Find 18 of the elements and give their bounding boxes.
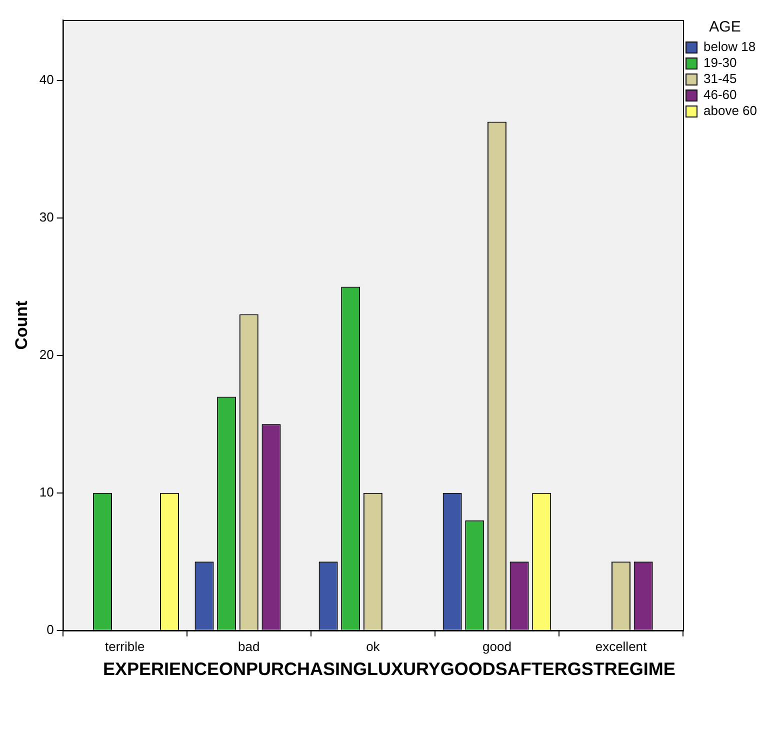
x-tick-label: ok [366, 638, 380, 654]
y-tick-label: 10 [39, 484, 54, 500]
x-axis-title: EXPERIENCEONPURCHASINGLUXURYGOODSAFTERGSTREGIME [103, 658, 676, 680]
x-tick-label: bad [238, 638, 260, 654]
x-tick-label: terrible [105, 638, 145, 654]
y-tick-label: 20 [39, 347, 54, 362]
legend-title: AGE [709, 18, 741, 36]
legend-label: 19-30 [704, 55, 737, 70]
x-tick-label: excellent [595, 638, 648, 654]
legend-label: above 60 [704, 103, 758, 118]
legend-label: 31-45 [704, 71, 737, 86]
legend-label: 46-60 [704, 87, 737, 102]
x-tick-label: good [482, 638, 512, 654]
y-tick-label: 0 [46, 622, 54, 637]
y-tick-label: 40 [39, 72, 54, 88]
legend-label: below 18 [704, 39, 756, 54]
y-tick-label: 30 [39, 210, 54, 225]
y-axis-title: Count [12, 300, 31, 350]
